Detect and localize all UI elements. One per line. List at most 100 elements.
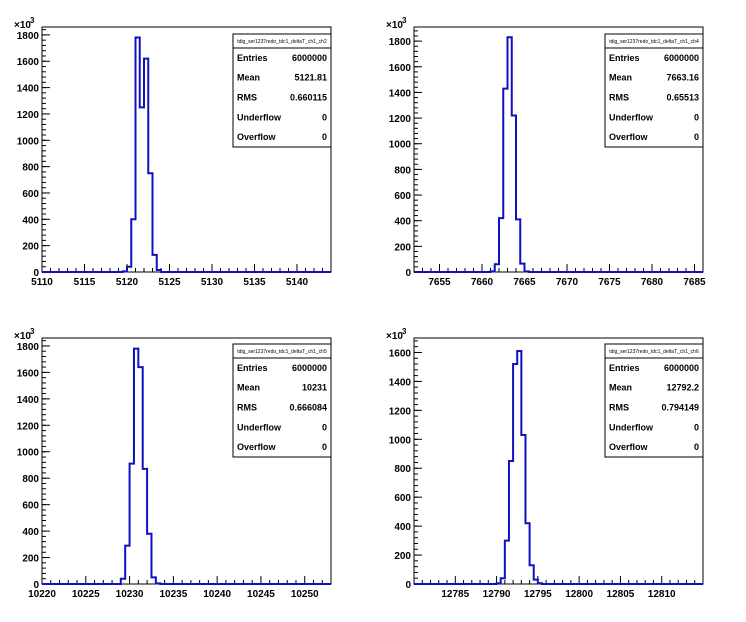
- histogram-panel-4: 0 200 400 600 800 1000 1200 1400 1600 12785 12790 1…: [386, 327, 704, 600]
- y-tick-label: 1600: [389, 63, 412, 74]
- stats-value: 7663.16: [666, 73, 699, 83]
- histogram-bin: [513, 364, 517, 584]
- histogram-line: [42, 347, 331, 585]
- histogram-bin: [497, 583, 501, 584]
- y-tick-label: 1800: [389, 37, 412, 48]
- x-tick-label: 5120: [116, 277, 139, 288]
- histogram-bin: [144, 59, 148, 272]
- x-tick-label: 10240: [203, 589, 231, 600]
- stats-value: 0: [322, 112, 327, 122]
- stats-value: 6000000: [664, 363, 699, 373]
- y-tick-label: 400: [22, 215, 39, 226]
- stats-value: 0: [322, 422, 327, 432]
- stats-label: RMS: [609, 93, 629, 103]
- y-tick-label: 800: [22, 474, 39, 485]
- x-tick-label: 10235: [159, 589, 187, 600]
- stats-box: [604, 343, 704, 458]
- x-tick-label: 7680: [641, 277, 664, 288]
- y-tick-label: 400: [394, 217, 411, 228]
- y-tick-label: 200: [394, 551, 411, 562]
- y-tick-label: 800: [394, 464, 411, 475]
- histogram-bin: [508, 37, 512, 272]
- x-tick-label: 7670: [556, 277, 579, 288]
- y-tick-label: 600: [22, 501, 39, 512]
- histogram-bin: [521, 435, 525, 584]
- y-tick-label: 1600: [17, 368, 40, 379]
- x-tick-label: 10220: [28, 589, 56, 600]
- stats-value: 0.666084: [289, 403, 327, 413]
- histogram-bin: [517, 351, 521, 584]
- stats-label: Entries: [237, 363, 268, 373]
- stats-value: 0: [694, 422, 699, 432]
- histogram-bin: [491, 271, 495, 272]
- histogram-bin: [148, 173, 152, 272]
- stats-title: tdig_ser1237redo_tdc1_deltaT_ch1_ch5: [237, 349, 327, 355]
- stats-label: Entries: [237, 53, 268, 63]
- y-tick-label: 600: [22, 189, 39, 200]
- y-tick-label: 1400: [389, 88, 412, 99]
- stats-title: tdig_ser1237redo_tdc1_deltaT_ch1_ch4: [609, 39, 699, 45]
- histogram-bin: [495, 264, 499, 272]
- x-tick-label: 5115: [74, 277, 96, 288]
- y-tick-label: 200: [394, 242, 411, 253]
- y-exponent-power: 3: [30, 16, 35, 25]
- stats-label: Underflow: [237, 112, 282, 122]
- histogram-line: [414, 350, 703, 585]
- x-tick-label: 7665: [513, 277, 536, 288]
- histogram-bin: [505, 541, 509, 584]
- y-tick-label: 0: [33, 580, 39, 591]
- histogram-bin: [501, 578, 505, 584]
- y-tick-label: 1200: [17, 110, 40, 121]
- y-tick-label: 1600: [17, 57, 40, 68]
- stats-label: Overflow: [609, 442, 649, 452]
- stats-label: Overflow: [609, 132, 649, 142]
- histogram-bin: [525, 271, 529, 272]
- x-tick-label: 10225: [72, 589, 100, 600]
- stats-box: [232, 343, 332, 458]
- stats-label: Overflow: [237, 442, 277, 452]
- y-tick-label: 1000: [17, 448, 40, 459]
- stats-label: RMS: [237, 93, 257, 103]
- histogram-bin: [525, 523, 529, 584]
- stats-label: Entries: [609, 363, 640, 373]
- stats-value: 6000000: [664, 53, 699, 63]
- histogram-line: [414, 36, 703, 273]
- histogram-bin: [134, 349, 138, 584]
- histogram-bin: [520, 264, 524, 272]
- histogram-bin: [530, 565, 534, 584]
- y-tick-label: 0: [33, 268, 39, 279]
- stats-label: Entries: [609, 53, 640, 63]
- histogram-panel-2: 0 200 400 600 800 1000 1200 1400 1600 1800 7655 766…: [386, 16, 706, 288]
- stats-value: 0: [694, 112, 699, 122]
- y-exponent-label: ×10: [14, 20, 31, 31]
- x-tick-label: 12790: [483, 589, 511, 600]
- stats-label: Overflow: [237, 132, 277, 142]
- y-exponent-power: 3: [402, 16, 407, 25]
- histogram-bin: [512, 116, 516, 272]
- y-tick-label: 1000: [389, 435, 412, 446]
- x-tick-label: 10245: [247, 589, 275, 600]
- histogram-bin: [125, 546, 129, 584]
- x-tick-label: 12795: [524, 589, 552, 600]
- y-exponent-power: 3: [30, 327, 35, 336]
- stats-value: 6000000: [292, 53, 327, 63]
- y-tick-label: 0: [405, 580, 411, 591]
- y-tick-label: 1200: [17, 421, 40, 432]
- histogram-bin: [143, 469, 147, 584]
- y-tick-label: 800: [394, 165, 411, 176]
- stats-value: 0.65513: [666, 93, 699, 103]
- stats-value: 0: [694, 442, 699, 452]
- y-exponent-label: ×10: [14, 331, 31, 342]
- stats-value: 5121.81: [294, 73, 327, 83]
- histogram-bin: [121, 579, 125, 584]
- y-exponent-label: ×10: [386, 20, 403, 31]
- histogram-panel-3: 0 200 400 600 800 1000 1200 1400 1600 1800 10220 10…: [14, 327, 332, 600]
- stats-label: RMS: [609, 403, 629, 413]
- y-tick-label: 1800: [17, 31, 40, 42]
- x-tick-label: 5110: [31, 277, 53, 288]
- x-tick-label: 10250: [291, 589, 319, 600]
- y-exponent-label: ×10: [386, 331, 403, 342]
- stats-value: 0: [322, 132, 327, 142]
